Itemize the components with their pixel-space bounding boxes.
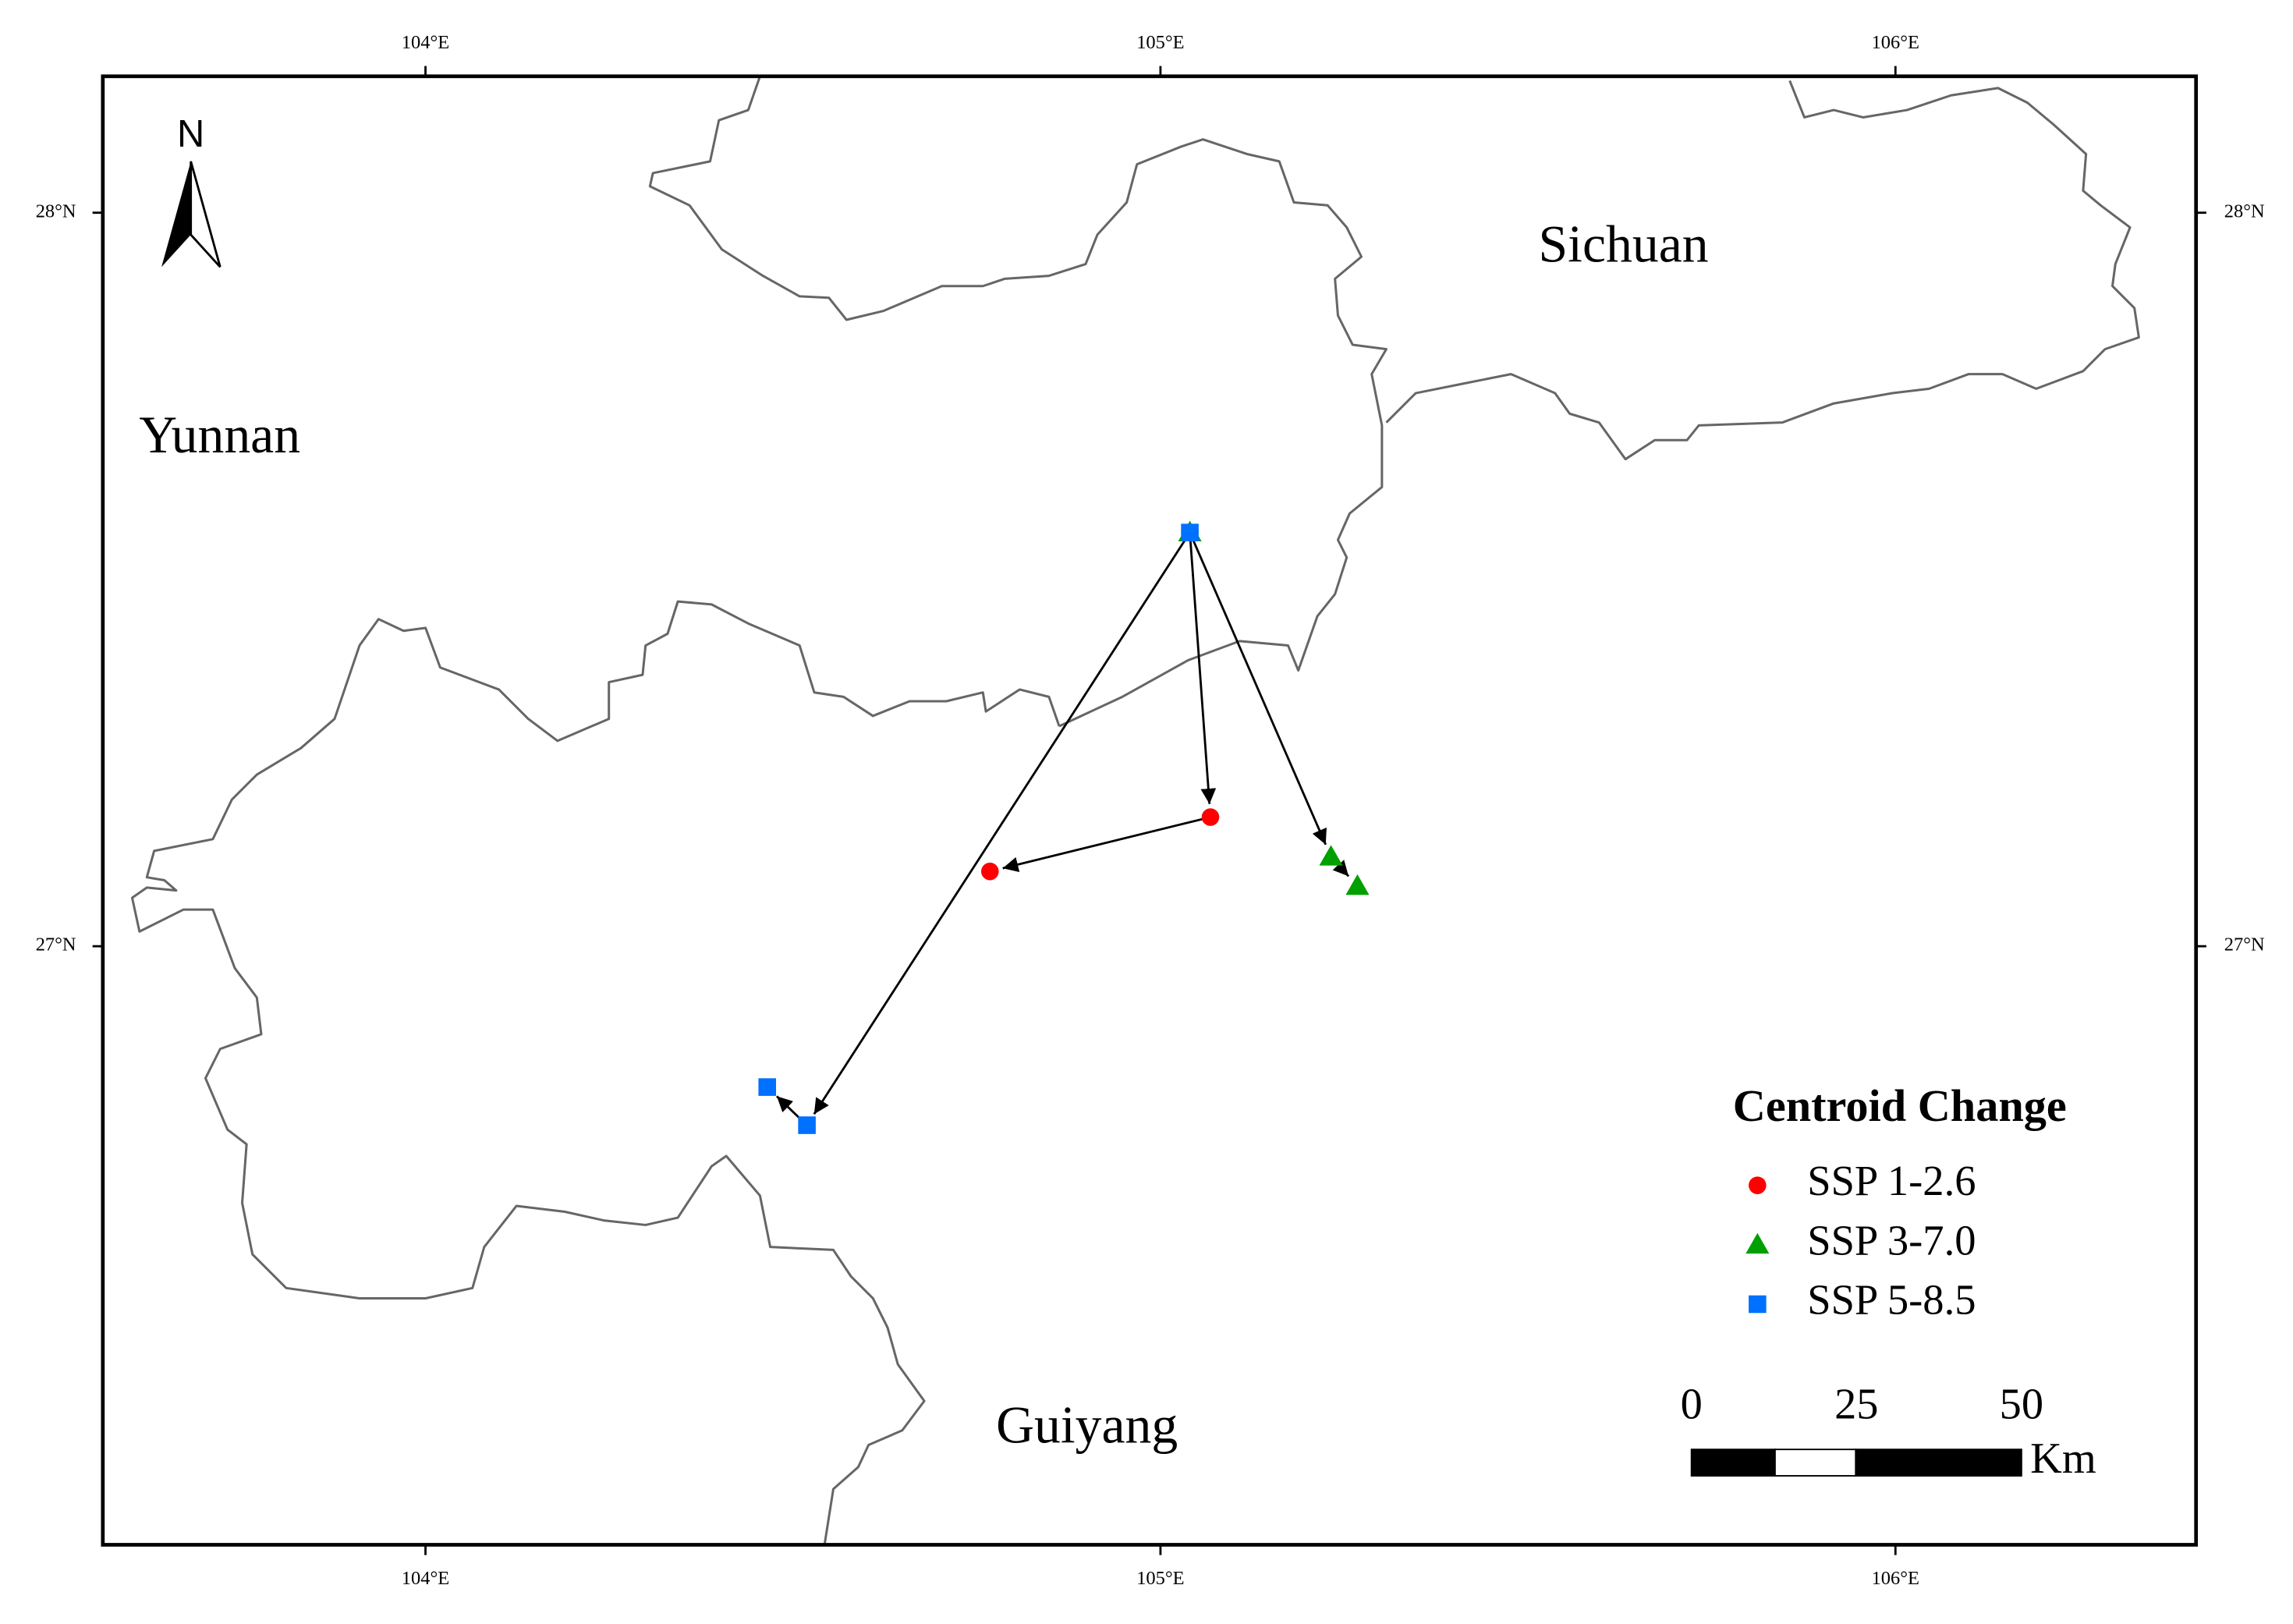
centroid-point xyxy=(1201,808,1220,826)
centroid-point xyxy=(758,1078,777,1096)
y-tick-label: 28°N xyxy=(2224,200,2265,222)
legend-marker xyxy=(1745,1232,1770,1254)
shift-arrow xyxy=(1002,816,1211,872)
province-border xyxy=(130,600,1061,1545)
boundaries xyxy=(130,76,2140,1545)
shift-arrow xyxy=(813,531,1191,1115)
scale-unit: Km xyxy=(2030,1434,2096,1483)
legend-label: SSP 5-8.5 xyxy=(1807,1276,1976,1324)
scale-tick-label: 0 xyxy=(1681,1380,1703,1428)
centroid-point xyxy=(798,1116,816,1134)
x-tick-label: 104°E xyxy=(402,1568,449,1589)
y-tick-label: 27°N xyxy=(36,934,76,956)
legend-title: Centroid Change xyxy=(1733,1080,2067,1131)
region-label: Yunnan xyxy=(139,406,300,464)
centroid-point xyxy=(980,862,999,881)
scale-segment xyxy=(1774,1448,1857,1477)
province-border xyxy=(648,76,1388,728)
scale-tick-label: 25 xyxy=(1834,1380,1878,1428)
x-tick-label: 106°E xyxy=(1872,32,1919,53)
region-label: Guiyang xyxy=(996,1395,1178,1454)
north-label: N xyxy=(177,113,204,155)
y-tick-label: 27°N xyxy=(2224,934,2265,956)
legend-label: SSP 3-7.0 xyxy=(1807,1216,1976,1264)
x-tick-label: 104°E xyxy=(402,32,449,53)
scale-segment xyxy=(1690,1448,1776,1477)
shift-arrow xyxy=(1189,532,1217,804)
legend-label: SSP 1-2.6 xyxy=(1807,1157,1976,1204)
centroid-point xyxy=(1319,845,1343,866)
x-tick-label: 105°E xyxy=(1136,1568,1184,1589)
centroid-point xyxy=(1181,523,1199,541)
north-arrow-right xyxy=(190,161,222,268)
x-tick-label: 106°E xyxy=(1872,1568,1919,1589)
legend-marker xyxy=(1749,1176,1767,1194)
shift-arrow xyxy=(1189,532,1327,846)
scale-segment xyxy=(1855,1448,2022,1477)
scale-tick-label: 50 xyxy=(2000,1380,2043,1428)
region-label: Sichuan xyxy=(1539,215,1709,273)
centroid-point xyxy=(1345,874,1370,895)
map-frame xyxy=(101,74,2199,1547)
north-arrow: N xyxy=(161,113,222,268)
y-tick-label: 28°N xyxy=(36,200,76,222)
province-border xyxy=(1385,80,2140,461)
scale-bar: Km xyxy=(1690,1434,2096,1483)
x-tick-label: 105°E xyxy=(1136,32,1184,53)
legend-marker xyxy=(1749,1295,1767,1314)
